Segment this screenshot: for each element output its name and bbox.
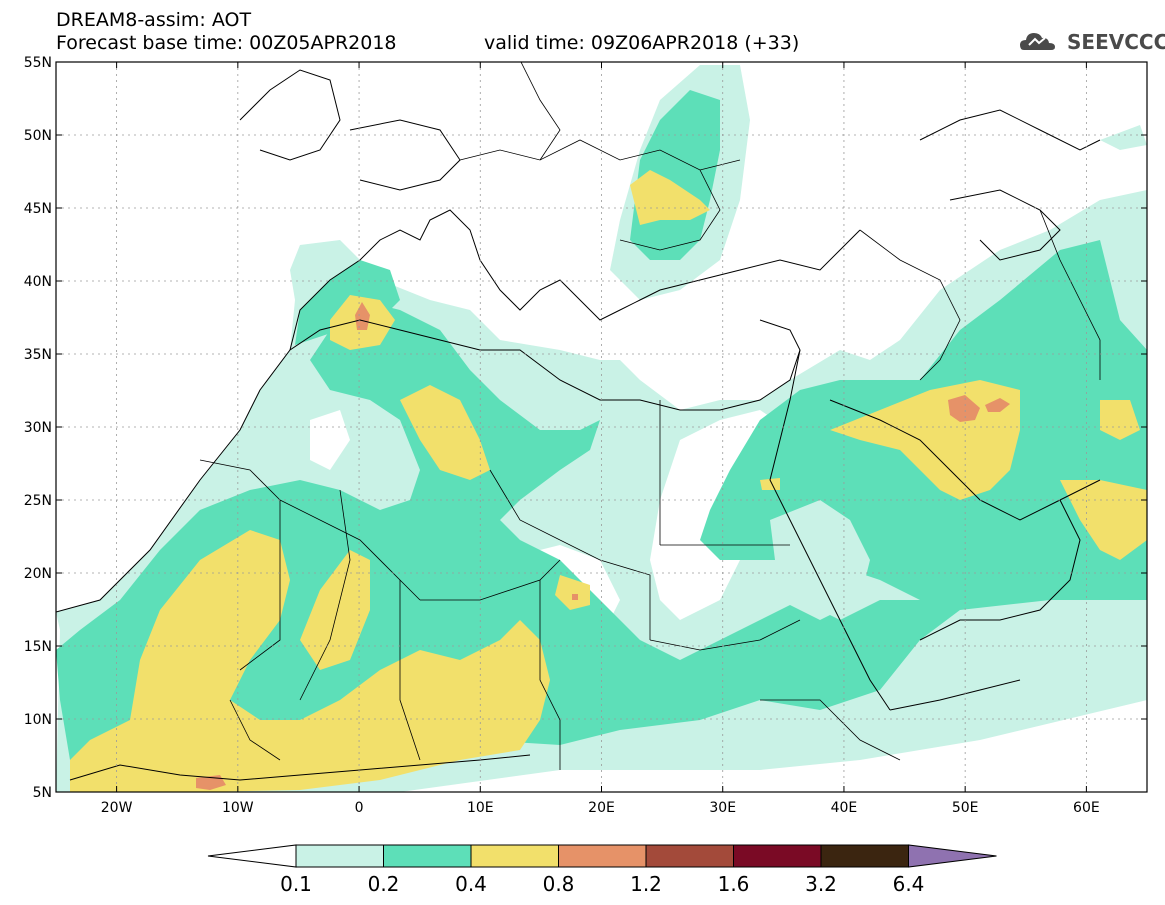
colorbar-swatch [733, 844, 822, 868]
lat-label: 55N [24, 55, 52, 71]
lon-label: 20E [588, 800, 615, 816]
colorbar-label: 1.6 [717, 872, 750, 896]
lon-label: 10E [467, 800, 494, 816]
colorbar-swatch [295, 844, 384, 868]
model-title: DREAM8-assim: AOT [56, 9, 252, 31]
colorbar [207, 844, 997, 868]
lon-label: 30E [709, 800, 736, 816]
lat-label: 10N [24, 712, 52, 728]
colorbar-swatch [383, 844, 472, 868]
colorbar-label: 0.4 [455, 872, 487, 896]
colorbar-label: 6.4 [892, 872, 925, 896]
lat-label: 35N [24, 347, 52, 363]
lon-label: 40E [831, 800, 858, 816]
aot-fields [56, 62, 1147, 792]
lat-label: 30N [24, 420, 52, 436]
colorbar-label: 0.1 [280, 872, 312, 896]
axis-ticks [56, 61, 1147, 793]
country-borders [199, 62, 1101, 770]
valid-time-title: valid time: 09Z06APR2018 (+33) [484, 32, 800, 54]
colorbar-label: 0.2 [367, 872, 400, 896]
longitude-labels: 20W 10W 0 10E 20E 30E 40E 50E 60E [101, 800, 1100, 816]
lat-label: 45N [24, 201, 52, 217]
lat-label: 20N [24, 566, 52, 582]
seevccc-logo-text: SEEVCCC [1067, 30, 1165, 54]
lat-label: 5N [33, 785, 52, 801]
colorbar-label: 1.2 [630, 872, 662, 896]
colorbar-swatch [645, 844, 734, 868]
lon-label: 20W [101, 800, 133, 816]
colorbar-min-arrow [207, 844, 297, 868]
colorbar-swatch [558, 844, 647, 868]
lat-lon-grid [56, 62, 1147, 792]
lat-label: 15N [24, 639, 52, 655]
lat-label: 40N [24, 274, 52, 290]
colorbar-label: 3.2 [805, 872, 837, 896]
colorbar-swatch [820, 844, 909, 868]
base-time-title: Forecast base time: 00Z05APR2018 [56, 32, 397, 54]
cloud-icon [1020, 33, 1055, 50]
latitude-labels: 55N 50N 45N 40N 35N 30N 25N 20N 15N 10N 5N [24, 55, 52, 801]
lon-label: 10W [222, 800, 254, 816]
lon-label: 60E [1073, 800, 1100, 816]
lon-label: 50E [952, 800, 979, 816]
lat-label: 25N [24, 493, 52, 509]
colorbar-label: 0.8 [542, 872, 575, 896]
lon-label: 0 [355, 800, 364, 816]
colorbar-max-arrow [908, 844, 997, 868]
colorbar-swatch [470, 844, 559, 868]
lat-label: 50N [24, 128, 52, 144]
